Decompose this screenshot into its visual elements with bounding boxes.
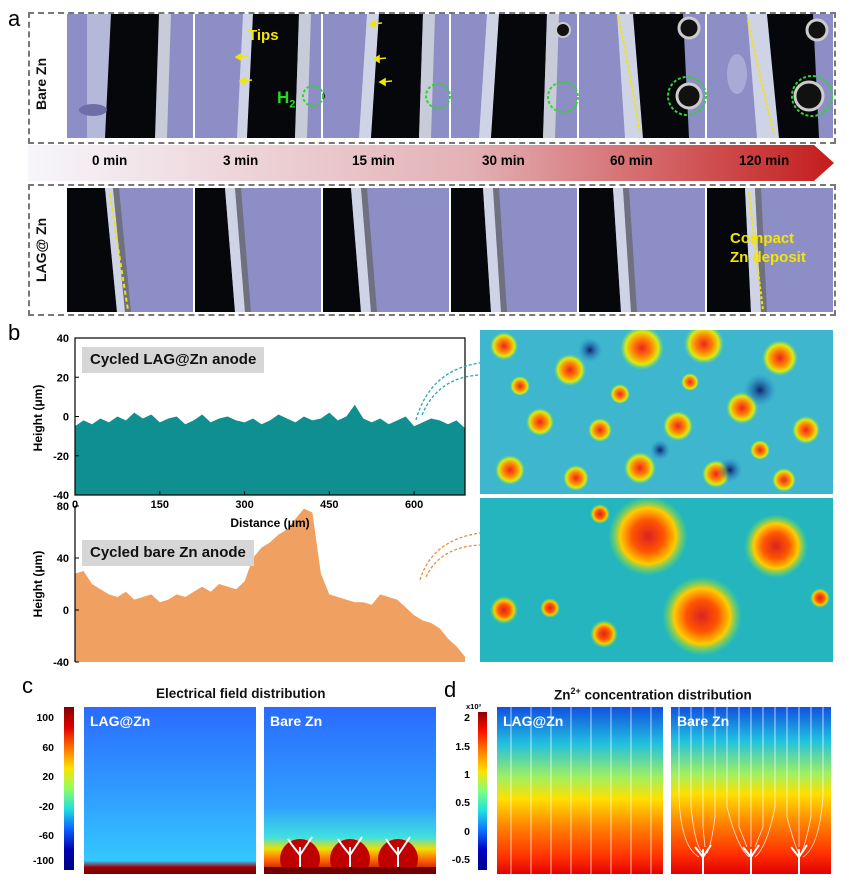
lag-profile-xtick-label: 450: [320, 499, 338, 511]
panel-d-title-suffix: concentration distribution: [580, 687, 752, 703]
efield-lag-label: LAG@Zn: [90, 713, 151, 729]
bare-profile-ytick-label: 80: [57, 501, 69, 513]
lag-dash-line: [100, 188, 140, 312]
lag-profile-ytick-label: -40: [53, 490, 69, 502]
micrograph-bare-3min: [195, 14, 321, 138]
time-label-5: 120 min: [739, 153, 790, 168]
lag-profile-ytick-label: 20: [57, 372, 69, 384]
panel-label-a: a: [8, 6, 21, 31]
bare-zn-frames: [67, 14, 833, 138]
row-label-lag-zn: LAG@ Zn: [33, 217, 49, 282]
micrograph-lag-30min: [451, 188, 577, 312]
lag-profile-xtick-label: 300: [235, 499, 253, 511]
micrograph-bare-15min: [323, 14, 449, 138]
lag-profile-xtick-label: 150: [151, 499, 169, 511]
conc-cb-tick-5: -0.5: [451, 854, 470, 866]
bare-zn-box: [28, 12, 836, 144]
conc-cb-tick-4: 0: [464, 826, 470, 838]
bare-profile-area: [75, 508, 465, 662]
conc-cb-tick-2: 1: [464, 769, 470, 781]
micrograph-lag-15min: [323, 188, 449, 312]
top-plot-title-box: Cycled LAG@Zn anode: [82, 347, 265, 373]
lag-profile-ytick-label: 40: [57, 333, 69, 345]
time-label-1: 3 min: [223, 153, 259, 168]
top-plot-frame: [74, 337, 466, 496]
conc-lag-label: LAG@Zn: [503, 713, 564, 729]
efield-cb-tick-1: 60: [42, 742, 54, 754]
panel-d-title-sup: 2+: [570, 686, 581, 696]
efield-lag-sim: [84, 707, 256, 874]
height-map-bare: [480, 498, 833, 662]
anno-compact-2: Zn deposit: [730, 249, 806, 266]
connector-curves: [415, 362, 481, 581]
conc-colorbar: [478, 712, 487, 870]
anno-tips: Tips: [248, 27, 279, 44]
time-label-4: 60 min: [610, 153, 653, 168]
lag-profile-ytick-label: -20: [53, 451, 69, 463]
conc-colorbar-exp: x10³: [466, 702, 482, 711]
top-xlabel: Distance (μm): [230, 516, 309, 530]
h2-subscript: 2: [289, 98, 296, 111]
bottom-plot-title-box: Cycled bare Zn anode: [82, 540, 254, 566]
tip-arrows: [234, 19, 434, 100]
panel-d-title-prefix: Zn: [554, 687, 571, 703]
lag-zn-box: [28, 184, 836, 316]
time-label-0: 0 min: [92, 153, 128, 168]
time-label-3: 30 min: [482, 153, 525, 168]
efield-colorbar: [64, 707, 74, 870]
bare-profile-ytick-label: 40: [57, 553, 69, 565]
timeline-arrow: [28, 142, 836, 184]
height-map-lag: [480, 330, 833, 494]
conc-bare-sim: [671, 707, 831, 874]
micrograph-bare-30min: [451, 14, 577, 138]
bottom-ylabel: Height (μm): [31, 551, 45, 618]
bare-profile-ytick-label: 0: [63, 605, 69, 617]
lag-profile-area: [75, 404, 465, 495]
bare-profile-ytick-label: -40: [53, 657, 69, 669]
micrograph-lag-0min: [67, 188, 193, 312]
bubble-circles: [0, 0, 865, 140]
conc-cb-tick-1: 1.5: [455, 741, 470, 753]
efield-cb-tick-0: 100: [36, 712, 54, 724]
conc-bare-label: Bare Zn: [677, 713, 730, 729]
h2-label: H2: [277, 88, 295, 110]
efield-bare-sim: [264, 707, 436, 874]
efield-cb-tick-4: -60: [38, 830, 54, 842]
top-plot-title: Cycled LAG@Zn anode: [90, 351, 257, 368]
top-ylabel: Height (μm): [31, 385, 45, 452]
micrograph-lag-3min: [195, 188, 321, 312]
conc-lag-sim: [497, 707, 663, 874]
lag-profile-xtick-label: 0: [72, 499, 78, 511]
panel-label-c: c: [22, 673, 33, 698]
time-label-2: 15 min: [352, 153, 395, 168]
micrograph-bare-0min: [67, 14, 193, 138]
micrograph-bare-60min: [579, 14, 705, 138]
panel-label-d: d: [444, 677, 457, 702]
lag-zn-frames: [67, 188, 833, 312]
efield-cb-tick-2: 20: [42, 771, 54, 783]
conc-cb-tick-3: 0.5: [455, 797, 470, 809]
panel-c-title: Electrical field distribution: [156, 686, 326, 701]
h2-text: H: [277, 88, 290, 107]
efield-cb-tick-3: -20: [38, 801, 54, 813]
efield-cb-tick-5: -100: [32, 855, 54, 867]
efield-bare-label: Bare Zn: [270, 713, 323, 729]
conc-cb-tick-0: 2: [464, 712, 470, 724]
micrograph-lag-60min: [579, 188, 705, 312]
panel-label-b: b: [8, 320, 21, 345]
panel-d-title: Zn2+ concentration distribution: [554, 686, 752, 703]
lag-profile-ytick-label: 0: [63, 412, 69, 424]
lag-profile-xtick-label: 600: [405, 499, 423, 511]
anno-compact-1: Compact: [730, 230, 795, 247]
micrograph-lag-120min: [707, 188, 833, 312]
bottom-plot-title: Cycled bare Zn anode: [90, 544, 246, 561]
